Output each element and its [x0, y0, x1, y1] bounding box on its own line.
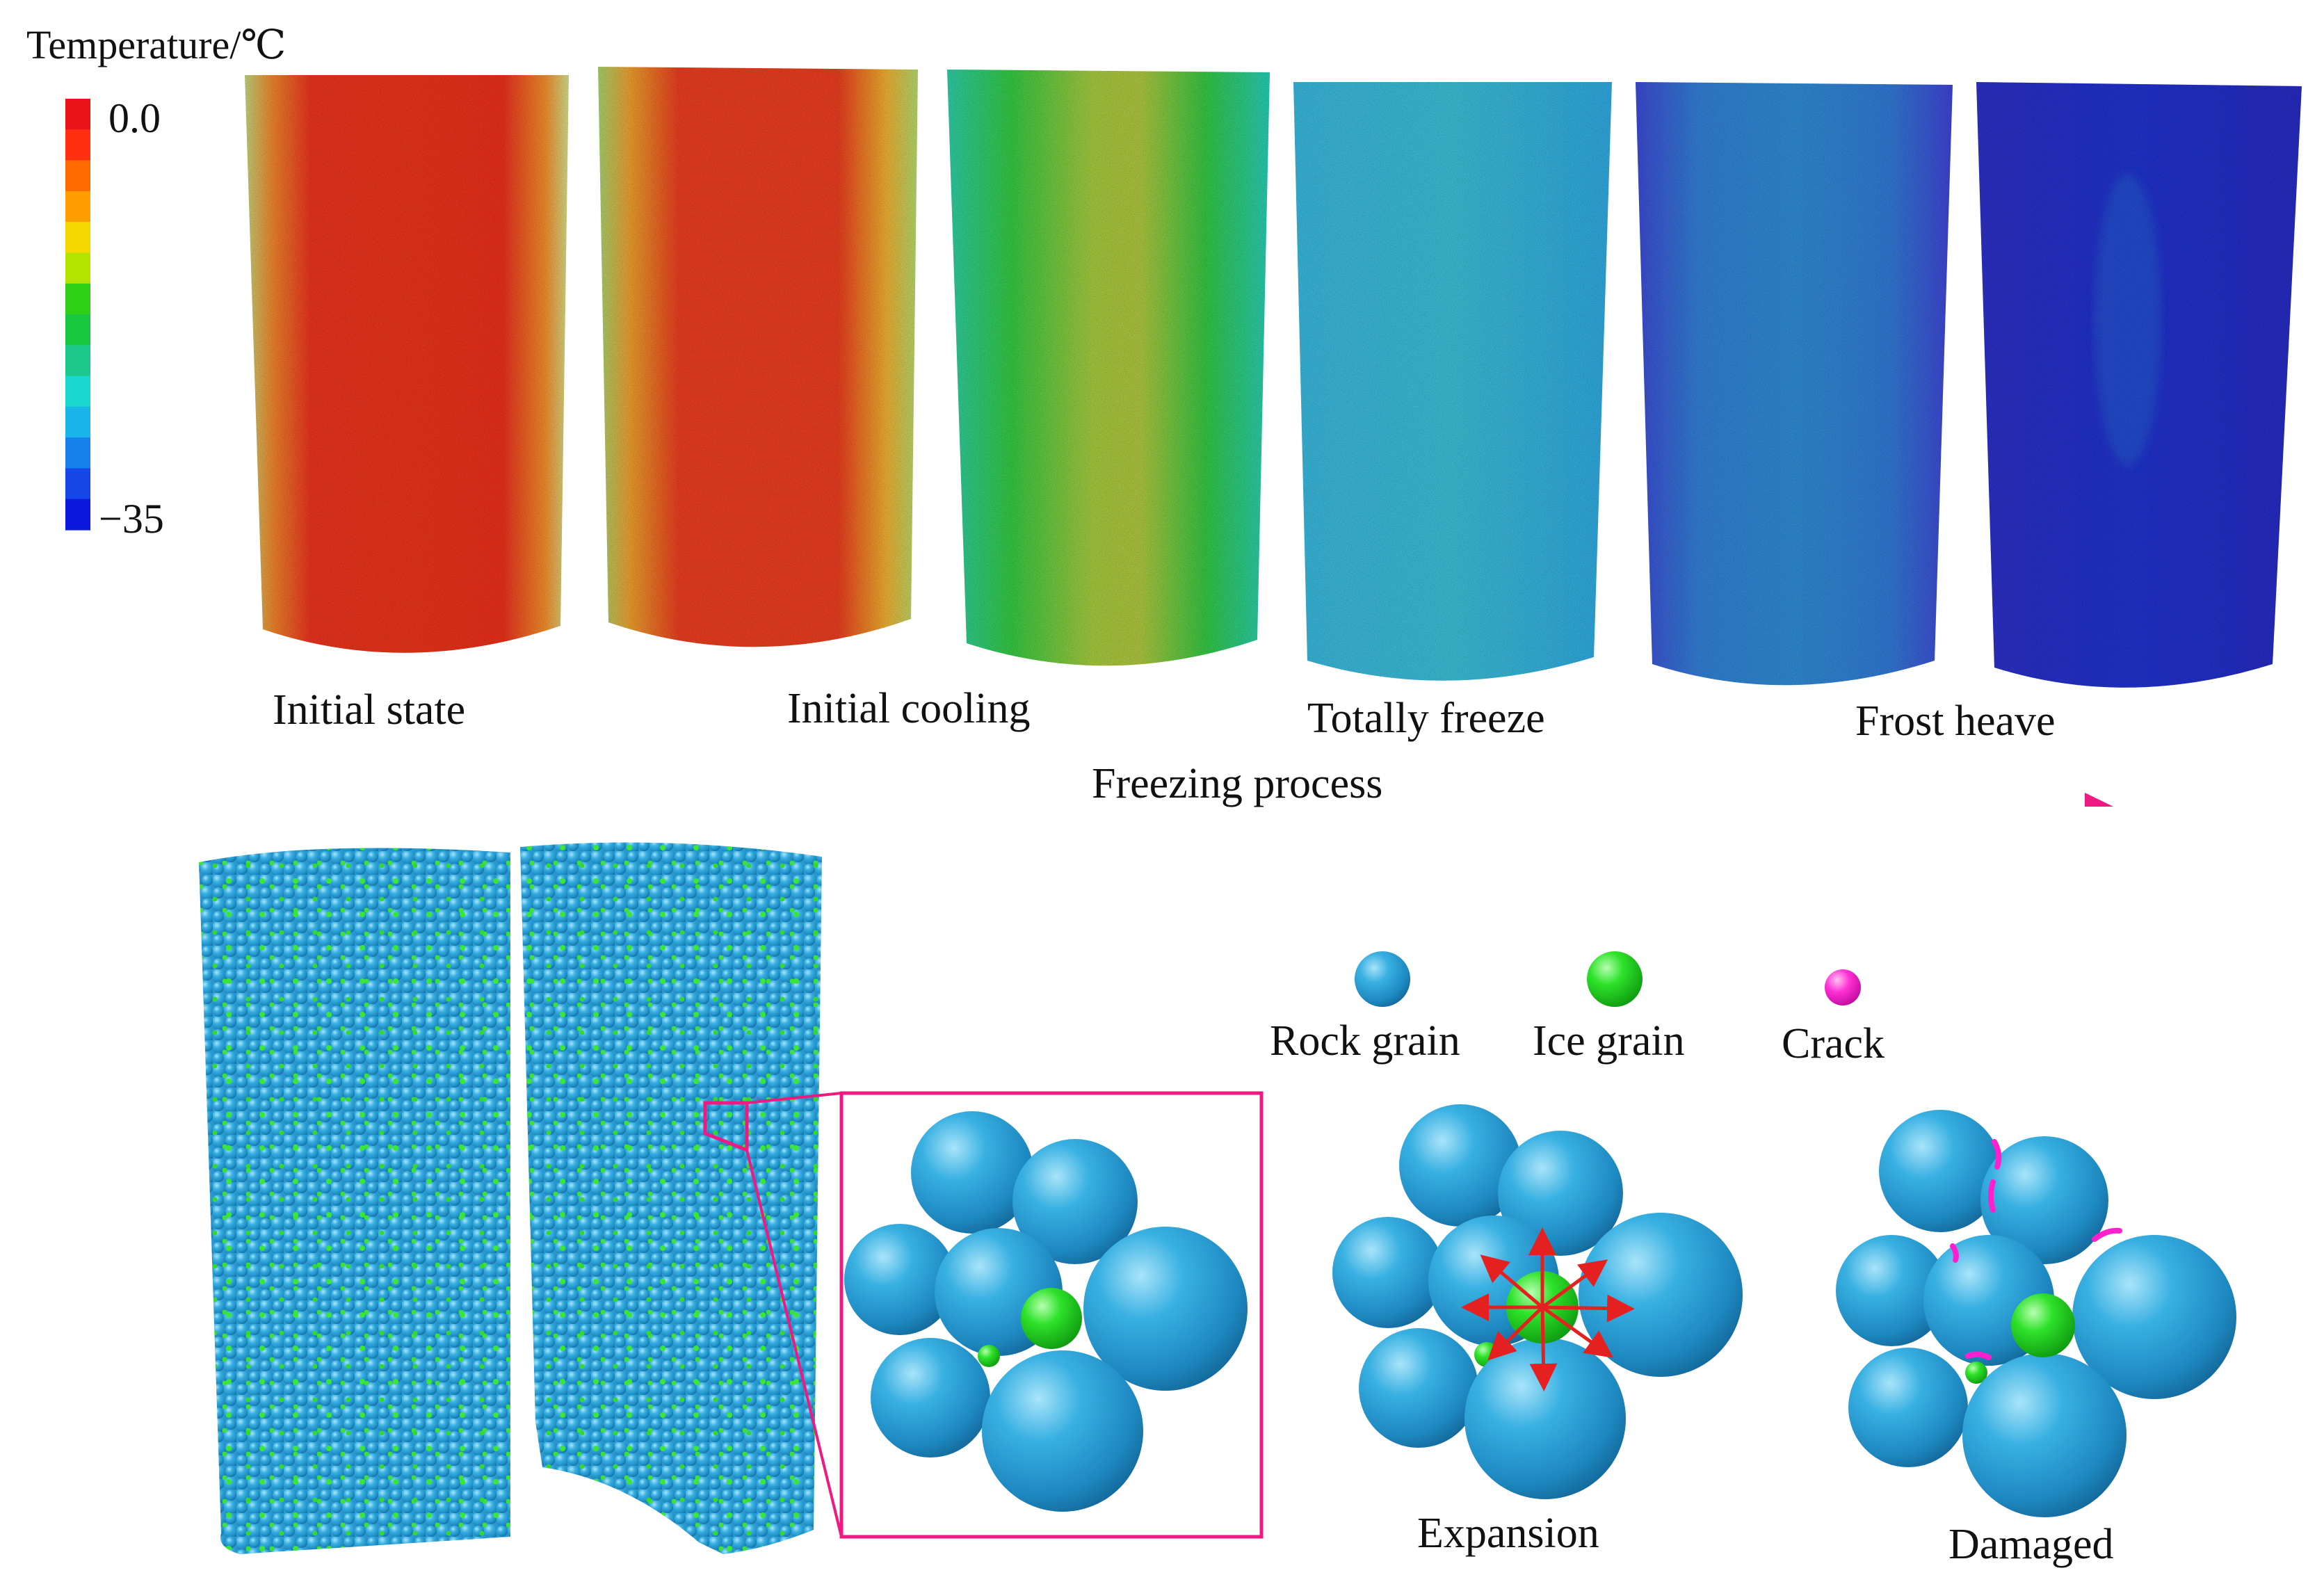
panel-label-damaged: Damaged: [1948, 1521, 2114, 1568]
cylinder-frost-heave: [1976, 82, 2302, 688]
colorbar-segment: [65, 222, 90, 254]
legend-max-label: 0.0: [108, 95, 161, 141]
temperature-cylinders-figure: [65, 67, 2302, 807]
temperature-colorbar: [65, 99, 90, 531]
crack-marks: [1950, 1139, 2122, 1360]
expansion-arrows: [1461, 1227, 1635, 1391]
colorbar-segment: [65, 314, 90, 346]
colorbar-segment: [65, 406, 90, 438]
legend-title: Temperature/℃: [26, 22, 287, 67]
colorbar-segment: [65, 252, 90, 284]
ice-grain-icon: [1587, 951, 1643, 1007]
freezing-process-arrow: [2085, 793, 2114, 807]
grain-cluster-expansion: [1332, 1104, 1743, 1499]
colorbar-segment: [65, 283, 90, 315]
split-specimen-left-half: [199, 848, 510, 1554]
rock-grain-icon: [1355, 951, 1410, 1007]
colorbar-segment: [65, 468, 90, 500]
cylinder-partial-heave: [1636, 82, 1953, 686]
crack-icon: [1825, 969, 1861, 1006]
stage-label-totally-freeze: Totally freeze: [1307, 695, 1545, 742]
colorbar-segment: [65, 160, 90, 192]
legend-crack: Crack: [1782, 1020, 1885, 1067]
panel-label-expansion: Expansion: [1417, 1510, 1599, 1557]
legend-min-label: −35: [99, 496, 164, 542]
zoom-indicator: [703, 1091, 1264, 1539]
cylinder-initial-state-1: [245, 75, 569, 653]
cylinder-initial-cooling: [947, 70, 1270, 666]
process-label: Freezing process: [1092, 760, 1383, 807]
stage-label-frost-heave: Frost heave: [1855, 697, 2056, 745]
colorbar-segment: [65, 375, 90, 407]
stage-label-initial-cooling: Initial cooling: [787, 685, 1031, 732]
colorbar-segment: [65, 499, 90, 531]
colorbar-segment: [65, 99, 90, 130]
colorbar-segment: [65, 345, 90, 377]
cylinder-totally-freeze: [1293, 82, 1612, 681]
cylinder-initial-state-2: [598, 67, 918, 647]
stage-label-initial-state: Initial state: [273, 686, 466, 734]
split-specimen-right-half: [520, 842, 822, 1554]
legend-rock-grain: Rock grain: [1270, 1017, 1460, 1065]
grain-cluster-initial: [844, 1111, 1248, 1512]
colorbar-segment: [65, 129, 90, 161]
colorbar-segment: [65, 437, 90, 469]
legend-ice-grain: Ice grain: [1533, 1017, 1685, 1065]
colorbar-segment: [65, 191, 90, 223]
grain-cluster-damaged: [1836, 1110, 2236, 1517]
